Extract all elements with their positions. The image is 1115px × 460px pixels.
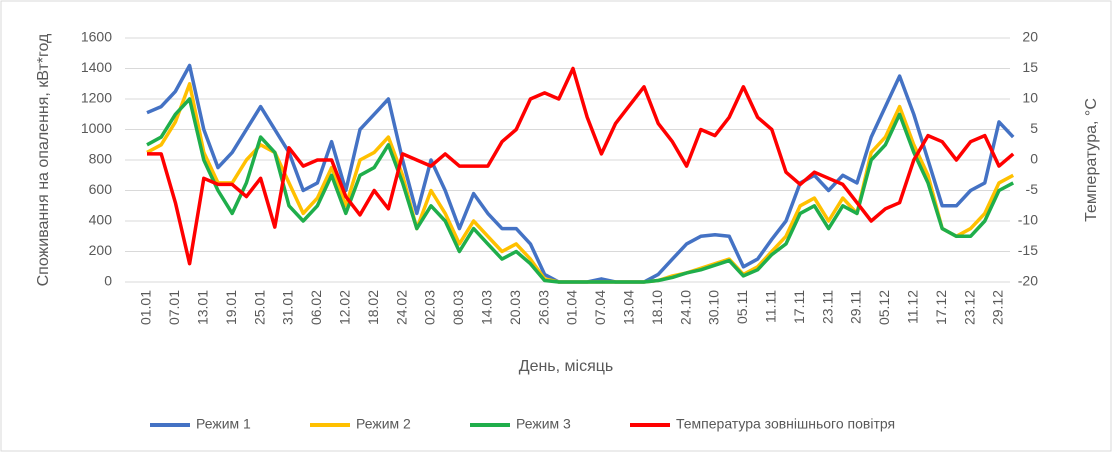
x-tick-label: 11.12 [905,290,921,324]
x-tick-label: 24.10 [677,290,693,325]
legend-label: Режим 1 [196,416,251,432]
x-tick-label: 23.12 [961,290,977,325]
y2-tick-label: 5 [1030,120,1038,136]
x-tick-label: 07.01 [166,290,182,325]
x-tick-label: 24.02 [393,290,409,325]
legend-label: Температура зовнішнього повітря [676,416,895,432]
x-tick-label: 13.04 [621,290,637,325]
x-tick-label: 13.01 [195,290,211,325]
x-tick-label: 26.03 [535,290,551,325]
x-axis-title: День, місяць [519,358,614,375]
x-tick-label: 07.04 [592,290,608,325]
y-tick-label: 800 [89,151,113,167]
x-tick-label: 20.03 [507,290,523,325]
x-tick-label: 01.04 [564,290,580,325]
y2-tick-label: 0 [1030,151,1038,167]
legend-label: Режим 3 [516,416,571,432]
y-tick-label: 1600 [81,29,112,45]
x-tick-label: 06.02 [308,290,324,325]
y-tick-label: 600 [89,181,113,197]
y2-tick-label: -15 [1018,242,1038,258]
y-tick-label: 1000 [81,120,112,136]
y2-tick-label: 10 [1022,90,1038,106]
x-tick-label: 01.01 [138,290,154,325]
y-tick-label: 200 [89,242,113,258]
x-tick-label: 18.10 [649,290,665,325]
x-tick-label: 18.02 [365,290,381,325]
x-tick-label: 08.03 [450,290,466,325]
y2-tick-label: 15 [1022,59,1038,75]
series-line [147,66,1015,266]
y2-tick-label: -20 [1018,273,1038,289]
x-tick-label: 29.11 [848,290,864,324]
x-tick-label: 29.12 [990,290,1006,325]
x-tick-label: 17.11 [791,290,807,324]
chart-border [0,0,1112,452]
x-tick-label: 05.12 [876,290,892,325]
y2-tick-label: -5 [1026,181,1039,197]
y2-axis-title: Температура, °С [1083,98,1100,222]
y-tick-label: 400 [89,212,113,228]
x-tick-label: 11.11 [763,290,779,323]
y-tick-label: 1200 [81,90,112,106]
x-tick-label: 02.03 [422,290,438,325]
x-tick-label: 12.02 [337,290,353,325]
x-tick-label: 17.12 [933,290,949,325]
x-tick-label: 19.01 [223,290,239,325]
x-tick-label: 30.10 [706,290,722,325]
y2-tick-label: -10 [1018,212,1038,228]
series-line [146,97,1015,284]
x-tick-label: 25.01 [251,290,267,325]
x-tick-label: 14.03 [479,290,495,325]
y2-tick-label: 20 [1022,29,1038,45]
x-tick-label: 31.01 [280,290,296,325]
y-axis-title: Споживання на опалення, кВт*год [35,33,52,286]
x-tick-label: 23.11 [819,290,835,324]
y-tick-label: 0 [104,273,112,289]
legend-label: Режим 2 [356,416,411,432]
y-tick-label: 1400 [81,59,112,75]
x-tick-label: 05.11 [734,290,750,324]
